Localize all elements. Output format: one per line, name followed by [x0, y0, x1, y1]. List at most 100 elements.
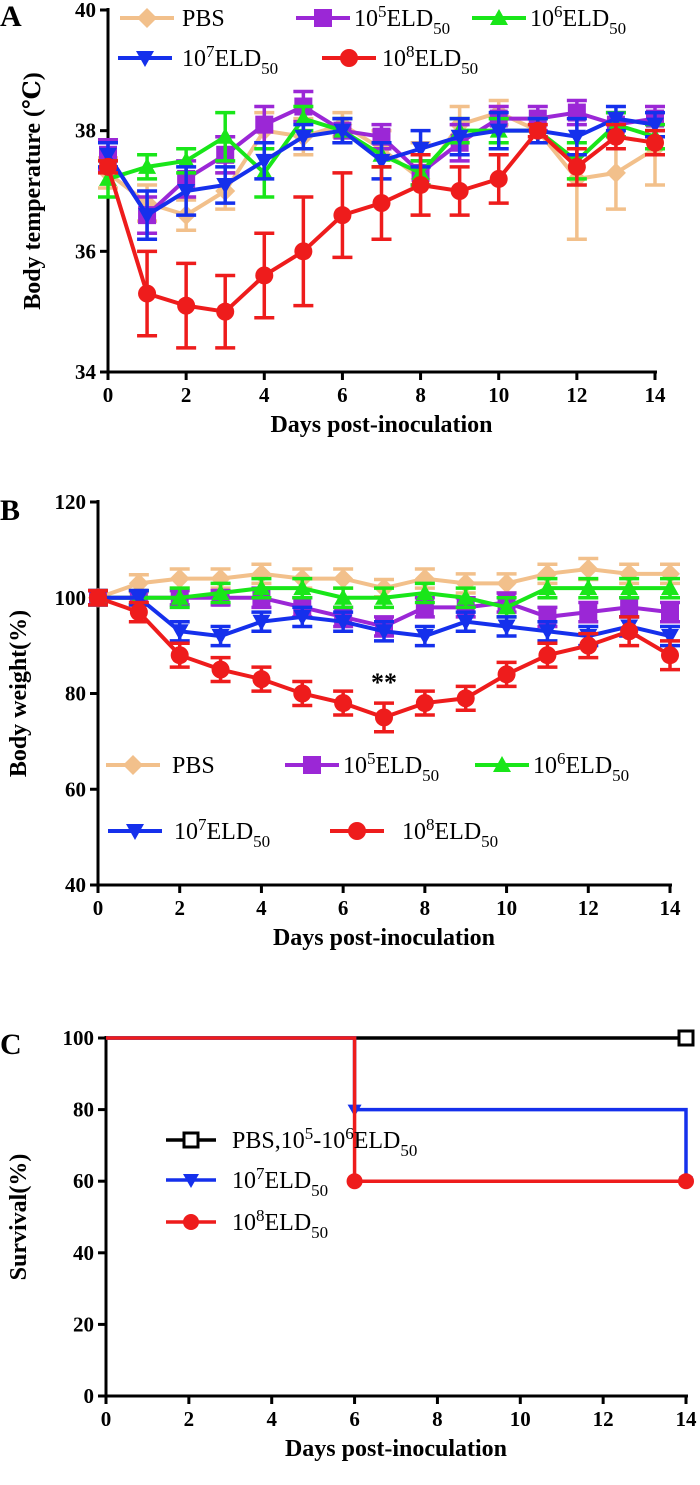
data-point	[128, 573, 149, 594]
y-tick-label: 40	[75, 0, 96, 22]
y-tick-label: 34	[75, 360, 97, 384]
legend-label: PBS	[172, 753, 215, 779]
legend-label-base: 10	[533, 753, 557, 779]
legend-label-sup: 7	[198, 815, 207, 834]
data-point	[293, 684, 312, 703]
legend-label-base: 10	[232, 1210, 256, 1236]
y-tick-label: 40	[65, 873, 86, 897]
legend-label: 105ELD50	[343, 749, 439, 785]
legend-label-sub: 50	[433, 19, 450, 38]
y-tick-label: 100	[55, 586, 87, 610]
x-tick-label: 4	[266, 1407, 277, 1431]
x-tick-label: 10	[488, 383, 509, 407]
series-E6	[88, 576, 680, 619]
x-tick-label: 0	[93, 896, 104, 920]
legend-marker	[183, 1214, 199, 1230]
data-point	[567, 129, 586, 146]
legend-item-PBS: PBS	[106, 753, 215, 779]
x-tick-label: 10	[510, 1407, 531, 1431]
legend-label: 106ELD50	[533, 749, 629, 785]
legend-label: PBS	[182, 6, 225, 32]
legend-label-base: 10	[382, 46, 406, 72]
data-point	[375, 708, 393, 727]
event-marker	[678, 1173, 694, 1190]
x-tick-label: 12	[593, 1407, 614, 1431]
legend-item-E7: 107ELD50	[118, 42, 278, 78]
legend-item-E6: 106ELD50	[472, 2, 626, 38]
legend-item-E7: 107ELD50	[108, 815, 270, 851]
data-point	[538, 646, 557, 665]
y-tick-label: 120	[55, 490, 87, 514]
legend-label-unit: ELD	[265, 1210, 312, 1236]
data-point	[489, 169, 508, 188]
legend-label-sub: 50	[612, 766, 629, 785]
data-point	[129, 603, 148, 622]
legend-label-sup: 5	[378, 2, 387, 21]
legend-label-unit: ELD	[563, 6, 610, 32]
x-tick-label: 0	[103, 383, 114, 407]
x-tick-label: 8	[432, 1407, 443, 1431]
legend-label-sup: 6	[345, 1124, 354, 1143]
legend-item-E7: 107ELD50	[166, 1164, 328, 1200]
series-E8	[98, 121, 665, 350]
data-point	[170, 624, 189, 641]
data-point	[169, 568, 190, 589]
data-point	[372, 194, 391, 213]
legend-marker	[303, 756, 321, 774]
legend-item-E8: 108ELD50	[330, 815, 498, 851]
legend-label-sup: 5	[367, 749, 376, 768]
x-axis-title: Days post-inoculation	[273, 925, 495, 951]
data-point	[216, 302, 235, 321]
data-point	[538, 624, 557, 641]
data-point	[177, 184, 196, 200]
legend-label-unit: ELD	[376, 753, 423, 779]
x-tick-label: 10	[496, 896, 517, 920]
series-E7	[98, 104, 665, 242]
y-tick-label: 36	[75, 239, 96, 263]
legend-label-base: PBS	[182, 6, 225, 32]
y-tick-label: 38	[75, 119, 96, 143]
panel-letter: B	[0, 494, 20, 527]
data-point	[375, 624, 393, 641]
data-point	[661, 646, 679, 665]
legend-label-sup: 6	[554, 2, 563, 21]
series-PBS	[88, 556, 680, 608]
legend-marker	[123, 755, 143, 775]
data-point	[211, 583, 230, 600]
legend-label: 106ELD50	[530, 2, 626, 38]
data-point	[578, 559, 599, 580]
data-point	[415, 694, 434, 713]
data-point	[138, 284, 157, 303]
legend-item-E6: 106ELD50	[475, 749, 629, 785]
legend-label-sup: 6	[557, 749, 566, 768]
data-point	[456, 614, 475, 631]
x-tick-label: 14	[676, 1407, 698, 1431]
legend-label-base: 10	[182, 46, 206, 72]
data-point	[496, 573, 517, 594]
data-point	[252, 579, 271, 596]
data-point	[375, 588, 393, 605]
data-point	[294, 242, 313, 261]
data-point	[129, 590, 148, 607]
y-tick-label: 0	[84, 1384, 95, 1408]
data-point	[567, 157, 586, 176]
legend-label-base: PBS	[172, 753, 215, 779]
legend-label-sup: 5	[305, 1124, 314, 1143]
data-point	[252, 614, 271, 631]
data-point	[497, 598, 516, 615]
data-point	[606, 127, 625, 146]
data-point	[579, 636, 598, 655]
data-point	[450, 182, 469, 200]
legend-label-sup: 7	[256, 1164, 265, 1183]
legend-label-sup: 8	[256, 1206, 265, 1225]
legend-label-base: 10	[174, 819, 198, 845]
legend-marker	[490, 9, 508, 25]
data-point	[661, 629, 679, 646]
legend-marker	[493, 756, 511, 772]
legend-label-sub: 50	[461, 59, 478, 78]
legend-marker	[183, 1174, 199, 1188]
data-point	[606, 111, 625, 128]
data-point	[415, 629, 434, 646]
